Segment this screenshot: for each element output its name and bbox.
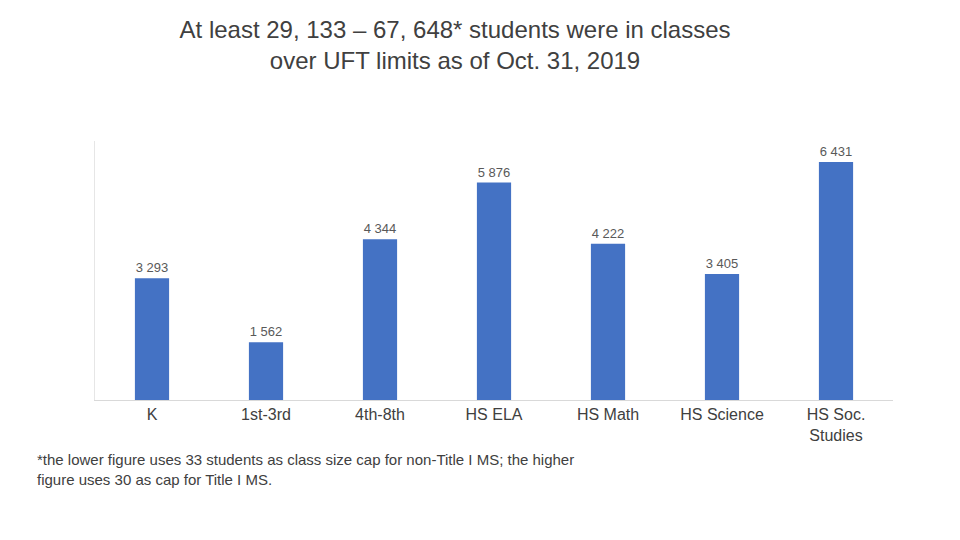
svg-text:3 293: 3 293 — [136, 260, 169, 275]
svg-text:*the lower figure uses 33 stud: *the lower figure uses 33 students as cl… — [37, 451, 574, 488]
svg-text:5 876: 5 876 — [478, 165, 511, 180]
svg-text:HS Math: HS Math — [577, 406, 639, 423]
svg-text:HS ELA: HS ELA — [466, 406, 523, 423]
svg-text:HS Soc.Studies: HS Soc.Studies — [807, 406, 866, 444]
svg-text:6 431: 6 431 — [820, 144, 853, 159]
svg-text:4 222: 4 222 — [592, 226, 625, 241]
svg-text:1st-3rd: 1st-3rd — [241, 406, 291, 423]
svg-text:K: K — [147, 406, 158, 423]
svg-text:1 562: 1 562 — [250, 324, 283, 339]
svg-text:4th-8th: 4th-8th — [355, 406, 405, 423]
svg-text:3 405: 3 405 — [706, 256, 739, 271]
svg-text:4 344: 4 344 — [364, 221, 397, 236]
svg-text:HS Science: HS Science — [680, 406, 764, 423]
svg-text:At least 29, 133 – 67, 648* st: At least 29, 133 – 67, 648* students wer… — [180, 16, 731, 74]
